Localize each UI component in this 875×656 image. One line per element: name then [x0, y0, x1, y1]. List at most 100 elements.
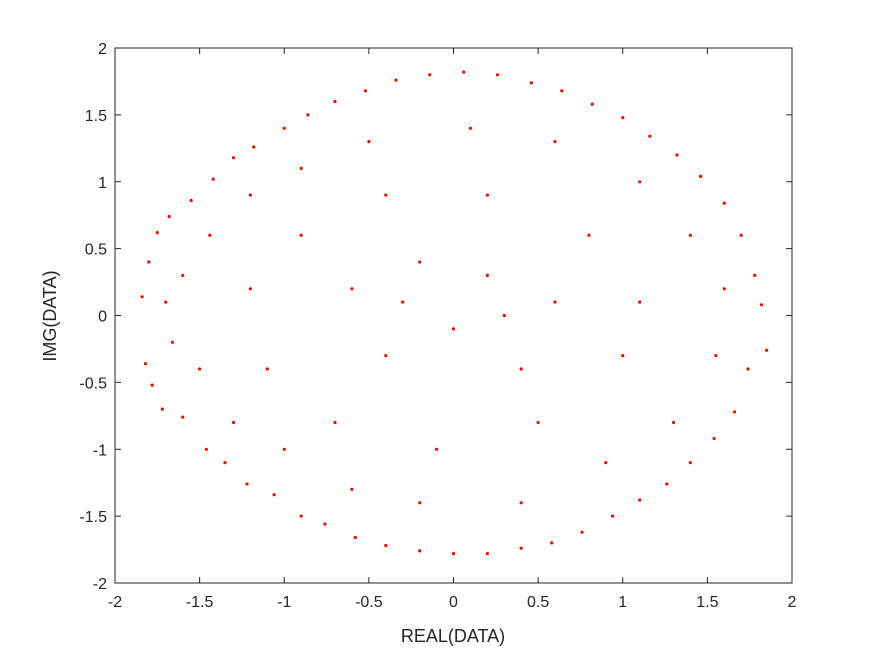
x-tick-label: -0.5 [355, 594, 383, 611]
data-point [363, 89, 368, 93]
data-point [485, 273, 489, 277]
data-point [208, 233, 212, 237]
data-point [282, 126, 286, 130]
data-point [367, 140, 371, 144]
data-point [550, 541, 554, 545]
data-point [502, 313, 506, 318]
data-point [519, 367, 523, 371]
data-point [170, 340, 175, 344]
data-point [590, 102, 594, 106]
data-point [688, 461, 693, 465]
data-point [265, 367, 269, 371]
x-tick-label: -1 [277, 594, 291, 611]
data-point [189, 198, 193, 203]
data-point [299, 514, 303, 518]
data-point [435, 447, 439, 451]
data-point [621, 116, 625, 120]
data-point [350, 487, 354, 491]
data-point [671, 420, 676, 425]
data-point [587, 233, 591, 237]
data-point [198, 367, 202, 371]
data-point [675, 153, 679, 157]
y-tick-label: -2 [93, 576, 107, 593]
data-point [638, 300, 642, 304]
x-tick-label: 0 [449, 594, 458, 611]
data-point [638, 498, 642, 502]
data-point [451, 552, 456, 556]
data-point [553, 140, 557, 144]
data-point [181, 415, 185, 419]
y-tick-label: -1 [93, 442, 107, 459]
data-point [299, 166, 303, 170]
data-point [248, 287, 252, 291]
data-point [495, 73, 500, 77]
data-point [638, 180, 642, 184]
data-point [418, 549, 422, 553]
y-tick-label: 1.5 [85, 108, 107, 125]
data-point [428, 73, 432, 77]
data-point [722, 201, 726, 205]
x-tick-label: 1 [618, 594, 627, 611]
data-point [231, 420, 236, 425]
data-point [519, 501, 523, 505]
data-point [485, 552, 489, 556]
data-point [384, 543, 388, 548]
data-point [688, 233, 693, 237]
data-point [282, 447, 286, 451]
data-point [468, 126, 472, 130]
data-point [765, 348, 769, 352]
data-point [648, 134, 652, 138]
data-point [394, 78, 398, 82]
data-point [699, 174, 703, 178]
data-point [611, 514, 615, 518]
data-point [580, 530, 584, 534]
x-tick-label: -1.5 [186, 594, 214, 611]
data-point [252, 145, 256, 149]
data-point [753, 273, 757, 277]
data-point [231, 156, 236, 160]
data-point [722, 287, 726, 291]
data-point [384, 193, 388, 197]
data-point [147, 260, 151, 264]
data-point [299, 233, 303, 237]
data-point [604, 461, 608, 465]
data-point [164, 300, 168, 304]
y-axis-ticks: -2 -1.5 -1 -0.5 0 0.5 1 1.5 2 [79, 41, 792, 593]
y-tick-label: -0.5 [79, 375, 107, 392]
data-point [160, 407, 164, 411]
data-point [621, 354, 625, 358]
data-point [306, 113, 310, 117]
y-axis-label: IMG(DATA) [40, 270, 60, 361]
x-tick-label: 0.5 [527, 594, 549, 611]
y-tick-label: -1.5 [79, 509, 107, 526]
scatter-points [140, 70, 769, 556]
data-point [211, 177, 215, 181]
data-point [732, 410, 737, 414]
data-point [759, 303, 764, 307]
y-tick-label: 0 [98, 309, 107, 326]
data-point [529, 81, 534, 85]
data-point [519, 546, 523, 550]
data-point [333, 420, 337, 425]
x-axis-label: REAL(DATA) [401, 626, 505, 646]
data-point [167, 214, 171, 219]
x-tick-label: 2 [788, 594, 797, 611]
data-point [248, 193, 252, 197]
data-point [245, 482, 249, 486]
data-point [536, 420, 540, 425]
y-tick-label: 2 [98, 41, 107, 58]
data-point [401, 300, 405, 304]
plot-background [115, 48, 792, 583]
data-point [350, 287, 354, 291]
data-point [739, 233, 743, 237]
data-point [143, 362, 148, 366]
y-tick-label: 1 [98, 175, 107, 192]
data-point [150, 383, 154, 387]
data-point [712, 436, 716, 441]
x-tick-label: 1.5 [696, 594, 718, 611]
data-point [665, 482, 669, 486]
data-point [323, 522, 327, 526]
data-point [418, 260, 422, 264]
